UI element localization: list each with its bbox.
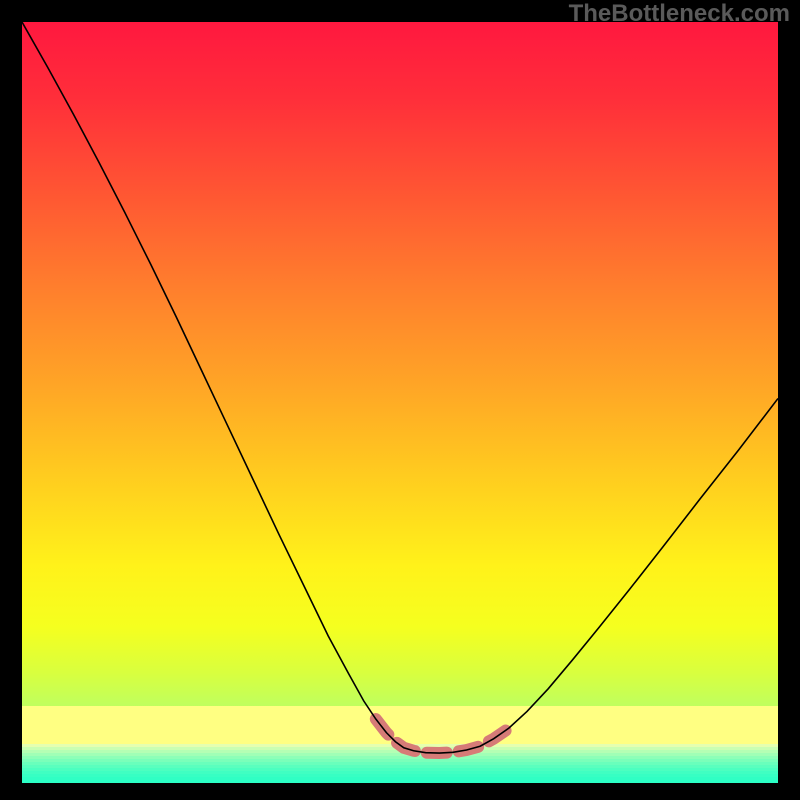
- plot-area: [22, 22, 778, 778]
- optimal-range-dash: [376, 719, 506, 753]
- curve-overlay: [22, 22, 778, 778]
- stripe: [22, 780, 778, 783]
- chart-root: { "canvas": { "width": 800, "height": 80…: [0, 0, 800, 800]
- bottleneck-curve: [22, 22, 778, 753]
- watermark-text: TheBottleneck.com: [569, 0, 790, 28]
